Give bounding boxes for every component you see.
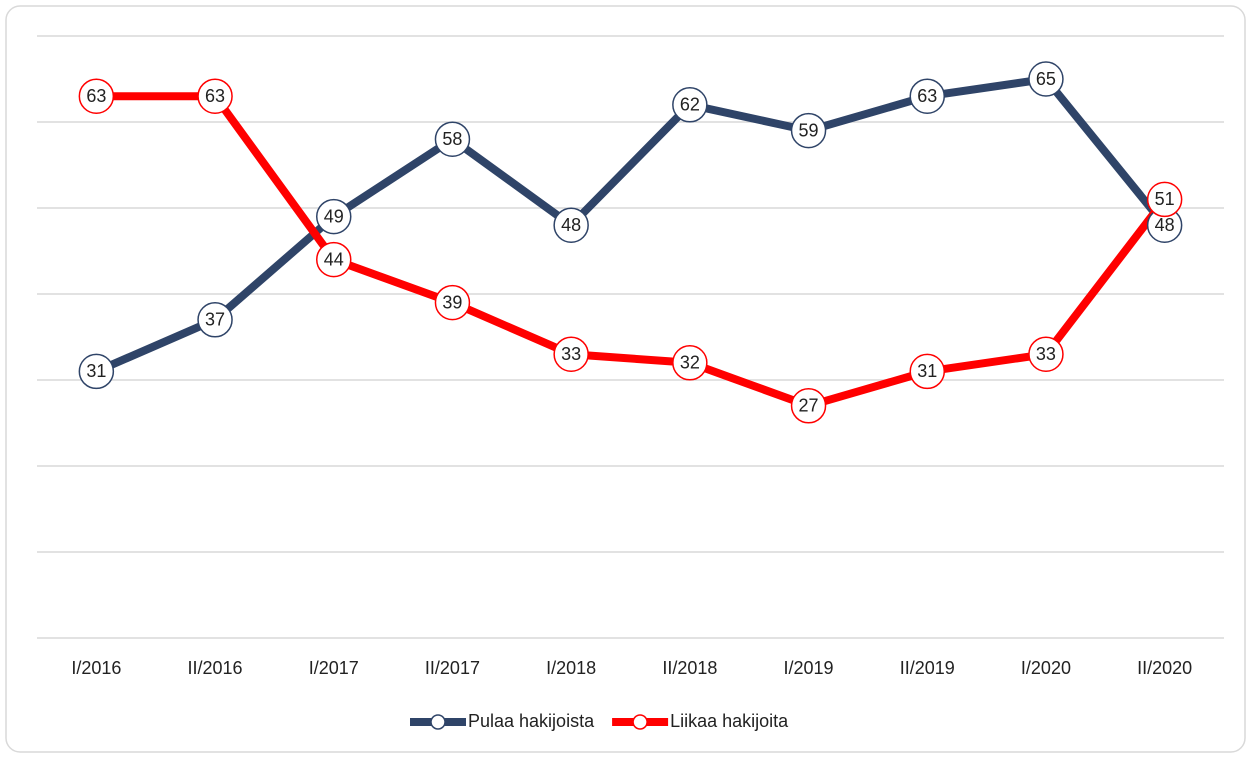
point-marker [672,87,708,123]
data-label: 32 [680,353,700,373]
data-label: 63 [205,86,225,106]
point-marker [790,388,827,424]
data-label: 48 [561,215,581,235]
x-tick-label: I/2019 [784,658,834,678]
data-label: 31 [917,361,937,381]
x-tick-label: II/2019 [900,658,955,678]
data-label: 65 [1036,69,1056,89]
point-marker [434,284,471,321]
data-label: 51 [1155,189,1175,209]
x-tick-label: II/2020 [1137,658,1192,678]
point-marker [434,121,471,157]
x-tick-label: II/2016 [188,658,243,678]
point-marker [672,345,708,381]
data-label: 63 [917,86,937,106]
legend-marker [430,714,446,730]
series-line [96,92,1168,410]
data-label: 39 [442,292,462,312]
point-marker [78,78,115,114]
chart-frame [5,5,1246,753]
data-label: 44 [324,249,344,269]
data-label: 63 [86,86,106,106]
x-tick-label: I/2018 [546,658,596,678]
x-tick-label: II/2018 [662,658,717,678]
data-label: 49 [324,206,344,226]
point-marker [790,112,827,149]
point-marker [909,353,945,390]
x-tick-label: II/2017 [425,658,480,678]
legend-marker [632,714,648,730]
point-marker [553,336,589,372]
x-tick-label: I/2017 [309,658,359,678]
legend: Pulaa hakijoista Liikaa hakijoita [410,711,789,731]
point-marker [1028,336,1064,372]
data-label: 33 [561,344,581,364]
legend-item: Liikaa hakijoita [612,711,789,731]
data-label: 62 [680,95,700,115]
data-label: 37 [205,310,225,330]
data-label: 33 [1036,344,1056,364]
x-tick-label: I/2020 [1021,658,1071,678]
legend-label: Pulaa hakijoista [468,711,595,731]
data-label: 31 [86,361,106,381]
point-marker [553,207,589,243]
data-label: 58 [442,129,462,149]
point-marker [909,78,945,114]
point-marker [197,78,233,114]
data-label: 27 [799,396,819,416]
point-marker [316,241,352,278]
legend-item: Pulaa hakijoista [410,711,595,731]
point-marker [1146,181,1183,218]
point-marker [1028,61,1064,97]
point-marker [197,302,233,338]
data-label: 59 [799,120,819,140]
legend-label: Liikaa hakijoita [670,711,789,731]
x-tick-label: I/2016 [71,658,121,678]
data-label: 48 [1155,215,1175,235]
point-marker [316,198,352,235]
point-marker [78,353,115,390]
series-line [94,75,1168,376]
